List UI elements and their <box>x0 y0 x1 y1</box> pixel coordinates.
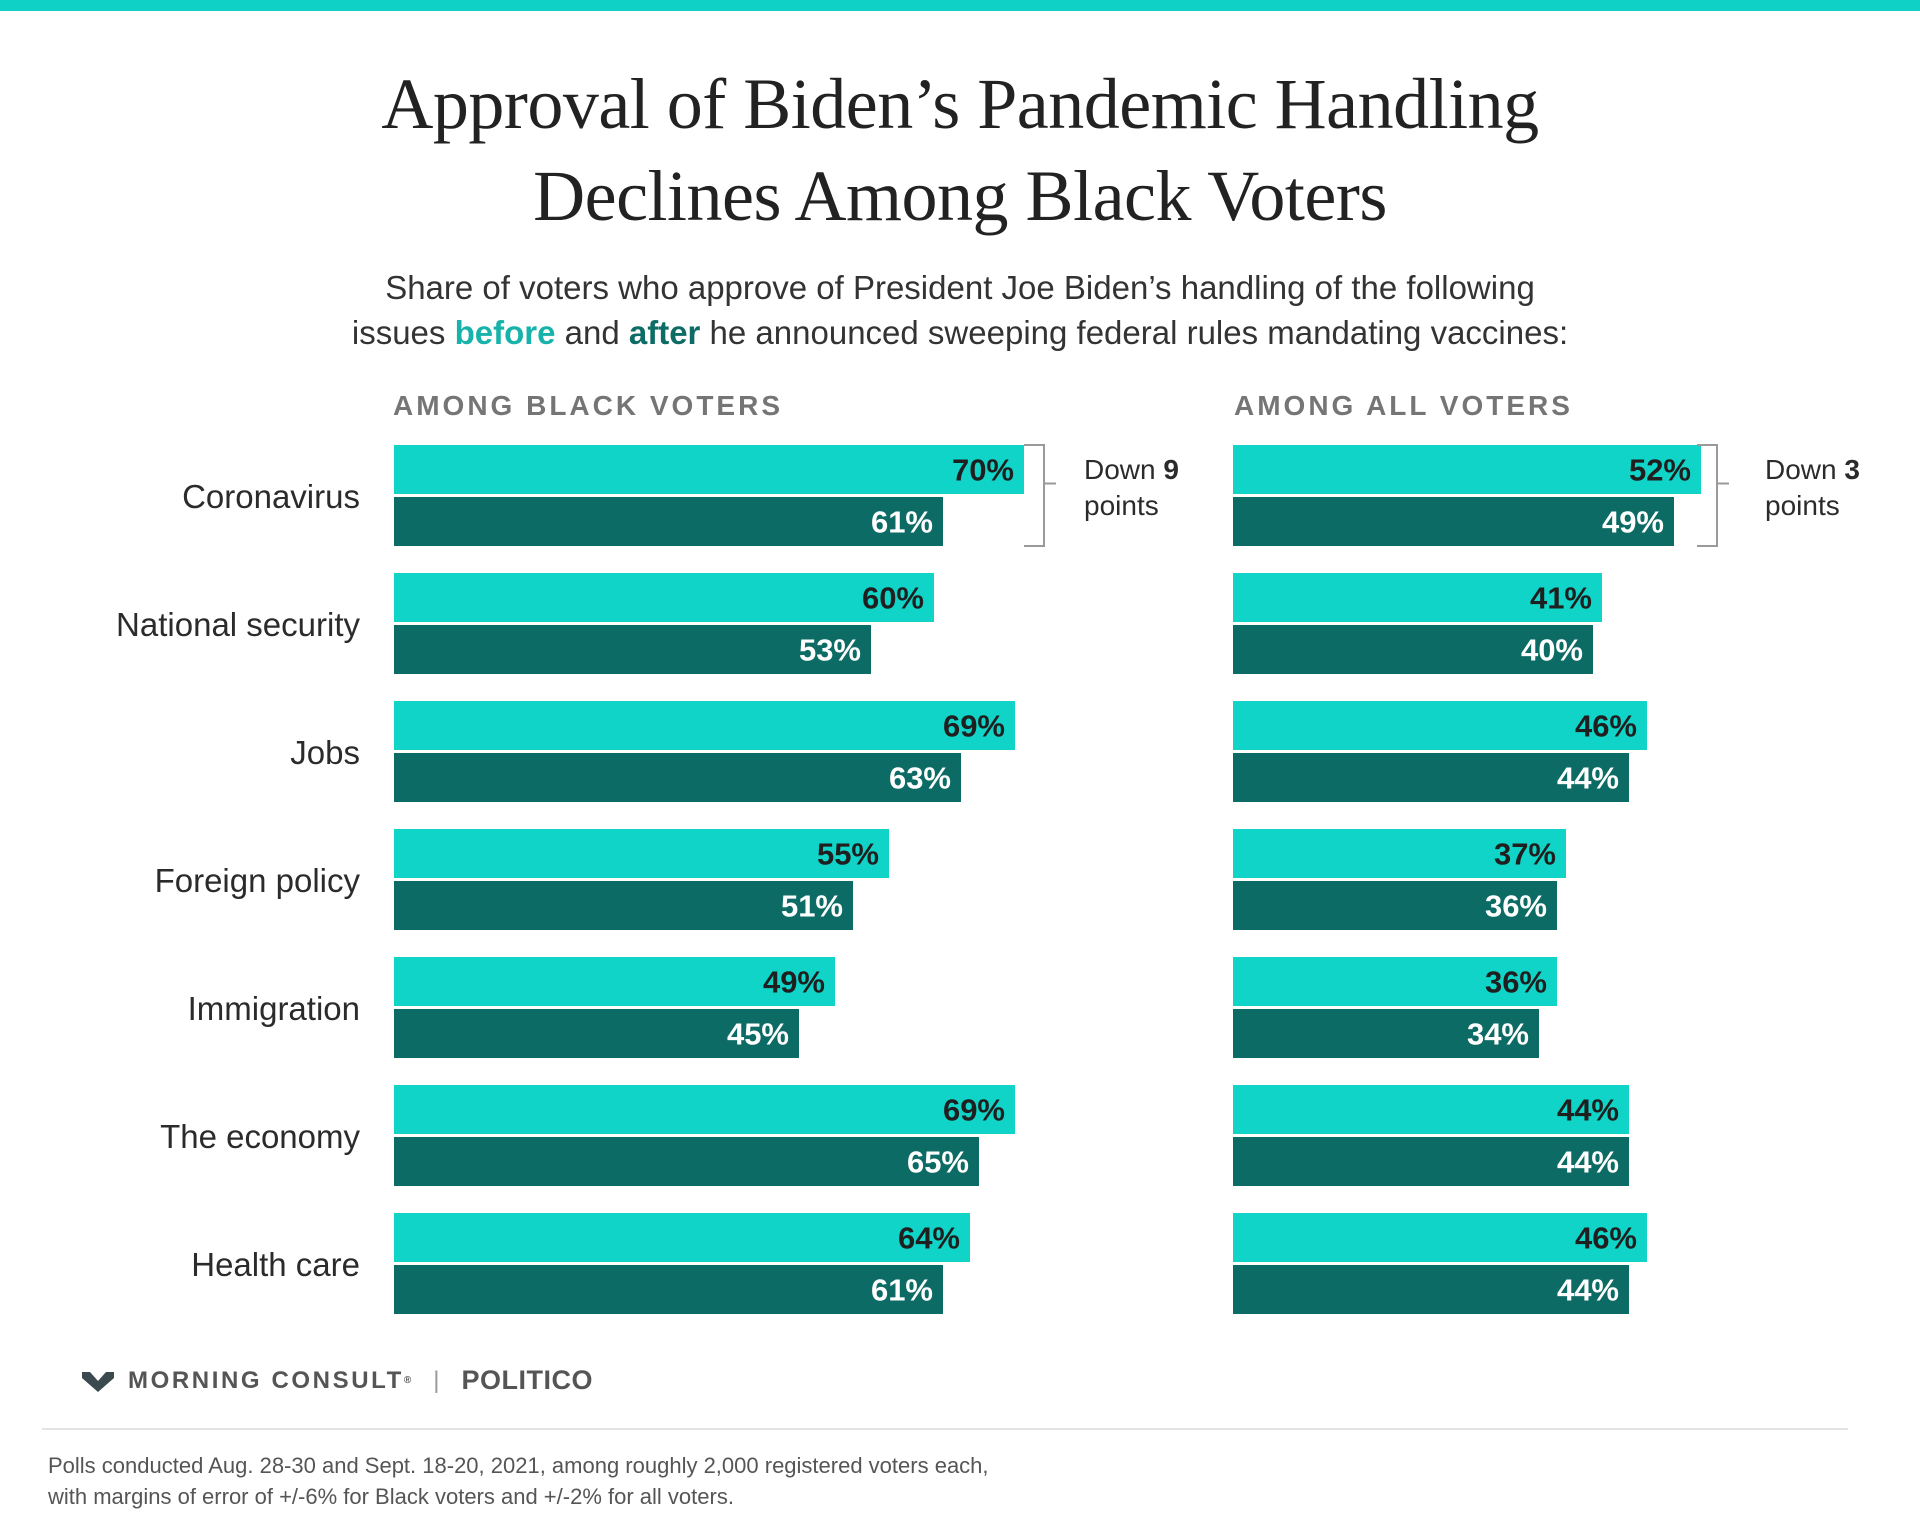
bar-label-black-before-coronavirus: 70% <box>952 453 1014 488</box>
annotation-text-black: Down 9 <box>1084 454 1179 485</box>
morning-consult-logo-icon <box>82 1371 114 1392</box>
top-accent-bar <box>0 0 1920 11</box>
annotation-suffix-all: points <box>1765 490 1840 521</box>
footnote: Polls conducted Aug. 28-30 and Sept. 18-… <box>48 1450 989 1512</box>
bar-label-all-before-the-economy: 44% <box>1557 1093 1619 1128</box>
bar-all-after-jobs <box>1233 753 1629 802</box>
bar-label-all-before-coronavirus: 52% <box>1629 453 1691 488</box>
bar-label-all-after-health-care: 44% <box>1557 1273 1619 1308</box>
bar-label-all-before-national-security: 41% <box>1530 581 1592 616</box>
annotation-prefix-all: Down <box>1765 454 1844 485</box>
bar-label-all-after-the-economy: 44% <box>1557 1145 1619 1180</box>
legend-after: after <box>628 314 701 351</box>
panel-title-all-voters: AMONG ALL VOTERS <box>1234 390 1573 421</box>
subtitle-line-1: Share of voters who approve of President… <box>385 269 1535 306</box>
bar-black-after-jobs <box>394 753 961 802</box>
bar-black-after-foreign-policy <box>394 881 853 930</box>
bar-black-before-foreign-policy <box>394 829 889 878</box>
bar-all-before-coronavirus <box>1233 445 1701 494</box>
bar-label-all-before-immigration: 36% <box>1485 965 1547 1000</box>
bar-label-all-after-jobs: 44% <box>1557 761 1619 796</box>
bar-black-after-health-care <box>394 1265 943 1314</box>
bar-all-after-coronavirus <box>1233 497 1674 546</box>
bar-black-after-coronavirus <box>394 497 943 546</box>
bar-label-black-after-coronavirus: 61% <box>871 505 933 540</box>
bar-all-after-health-care <box>1233 1265 1629 1314</box>
bar-label-all-before-foreign-policy: 37% <box>1494 837 1556 872</box>
category-label-jobs: Jobs <box>290 734 360 771</box>
category-label-health-care: Health care <box>191 1246 360 1283</box>
chart-subtitle: Share of voters who approve of President… <box>0 265 1920 355</box>
subtitle-text-mid: and <box>555 314 629 351</box>
bar-all-before-the-economy <box>1233 1085 1629 1134</box>
bar-all-before-immigration <box>1233 957 1557 1006</box>
subtitle-text-pre: issues <box>351 314 455 351</box>
chart-title: Approval of Biden’s Pandemic Handling De… <box>0 58 1920 242</box>
partner-name: POLITICO <box>461 1365 593 1395</box>
brand-trademark: ® <box>403 1375 412 1386</box>
bar-label-black-before-the-economy: 69% <box>943 1093 1005 1128</box>
annotation-text-all: Down 3 <box>1765 454 1860 485</box>
bar-label-all-after-foreign-policy: 36% <box>1485 889 1547 924</box>
bar-label-black-after-jobs: 63% <box>889 761 951 796</box>
bar-label-black-after-foreign-policy: 51% <box>781 889 843 924</box>
annotation-suffix-black: points <box>1084 490 1159 521</box>
bar-label-all-after-national-security: 40% <box>1521 633 1583 668</box>
bar-label-black-after-immigration: 45% <box>727 1017 789 1052</box>
bar-all-after-national-security <box>1233 625 1593 674</box>
footer-divider <box>42 1428 1848 1430</box>
category-label-the-economy: The economy <box>160 1118 360 1155</box>
bar-label-black-before-health-care: 64% <box>898 1221 960 1256</box>
annotation-prefix-black: Down <box>1084 454 1163 485</box>
bar-label-black-before-foreign-policy: 55% <box>817 837 879 872</box>
bar-all-before-jobs <box>1233 701 1647 750</box>
bar-label-all-before-health-care: 46% <box>1575 1221 1637 1256</box>
category-label-immigration: Immigration <box>188 990 360 1027</box>
annotation-bracket-all <box>1697 444 1729 547</box>
brand-name: MORNING CONSULT <box>128 1366 404 1394</box>
bar-all-after-foreign-policy <box>1233 881 1557 930</box>
subtitle-line-2: issues before and after he announced swe… <box>0 310 1920 355</box>
category-label-coronavirus: Coronavirus <box>182 478 360 515</box>
annotation-value-all: 3 <box>1844 454 1860 485</box>
annotation-value-black: 9 <box>1163 454 1179 485</box>
bar-label-all-after-coronavirus: 49% <box>1602 505 1664 540</box>
bar-black-after-immigration <box>394 1009 799 1058</box>
footer-brand: MORNING CONSULT ® | POLITICO <box>82 1365 593 1396</box>
bar-black-before-immigration <box>394 957 835 1006</box>
bar-all-after-immigration <box>1233 1009 1539 1058</box>
footnote-line-2: with margins of error of +/-6% for Black… <box>48 1484 734 1509</box>
category-label-foreign-policy: Foreign policy <box>155 862 361 899</box>
brand-separator: | <box>433 1366 440 1394</box>
subtitle-text-post: he announced sweeping federal rules mand… <box>700 314 1569 351</box>
category-label-national-security: National security <box>116 606 360 643</box>
bar-label-black-before-jobs: 69% <box>943 709 1005 744</box>
bar-all-after-the-economy <box>1233 1137 1629 1186</box>
bar-label-black-after-the-economy: 65% <box>907 1145 969 1180</box>
bar-black-before-jobs <box>394 701 1015 750</box>
bar-black-before-coronavirus <box>394 445 1024 494</box>
bar-label-black-before-national-security: 60% <box>862 581 924 616</box>
legend-before: before <box>454 314 556 351</box>
chart-title-line-2: Declines Among Black Voters <box>533 156 1387 236</box>
annotation-bracket-black <box>1024 444 1056 547</box>
bar-label-black-after-national-security: 53% <box>799 633 861 668</box>
panel-title-black-voters: AMONG BLACK VOTERS <box>393 390 783 421</box>
bar-black-after-the-economy <box>394 1137 979 1186</box>
bar-label-black-before-immigration: 49% <box>763 965 825 1000</box>
footnote-line-1: Polls conducted Aug. 28-30 and Sept. 18-… <box>48 1453 989 1478</box>
bar-all-before-health-care <box>1233 1213 1647 1262</box>
chart-title-line-1: Approval of Biden’s Pandemic Handling <box>381 64 1539 144</box>
bar-label-all-before-jobs: 46% <box>1575 709 1637 744</box>
bar-label-all-after-immigration: 34% <box>1467 1017 1529 1052</box>
bar-all-before-national-security <box>1233 573 1602 622</box>
bar-black-before-national-security <box>394 573 934 622</box>
bar-black-before-health-care <box>394 1213 970 1262</box>
bar-black-after-national-security <box>394 625 871 674</box>
bar-all-before-foreign-policy <box>1233 829 1566 878</box>
bar-black-before-the-economy <box>394 1085 1015 1134</box>
bar-label-black-after-health-care: 61% <box>871 1273 933 1308</box>
